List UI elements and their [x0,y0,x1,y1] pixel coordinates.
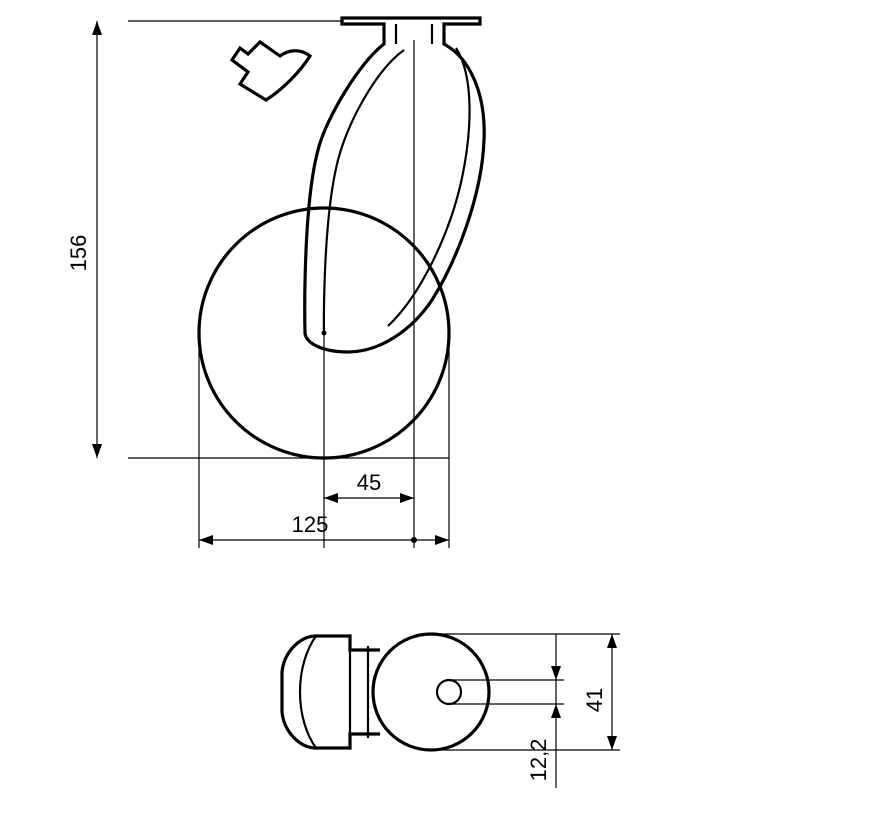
dim-diameter: 125 [199,512,449,545]
fork-inner-2 [388,48,470,326]
fork-inner-1 [324,50,404,335]
top-wheel-outline [373,634,489,750]
dim-top-width-value: 41 [582,688,607,712]
drawing-frame [1,1,889,819]
fork-outline [305,18,484,352]
wheel-center-dot [322,331,327,336]
dim-offset-value: 45 [357,470,381,495]
top-fork-outline [282,636,380,748]
dim-hole: 12,2 [526,634,561,788]
top-bolt-hole [437,680,461,704]
dim-hole-value: 12,2 [526,739,551,782]
brake-lever [232,42,310,100]
top-view: 41 12,2 [282,634,620,788]
top-seam-curve [300,636,316,748]
dim-height: 156 [66,21,102,458]
dim-diameter-value: 125 [292,512,329,537]
technical-drawing: 156 45 125 [0,0,890,820]
dim-height-value: 156 [66,235,91,272]
dim-top-width: 41 [582,634,617,750]
dim-offset: 45 [324,470,414,503]
side-view: 156 45 125 [66,18,484,548]
